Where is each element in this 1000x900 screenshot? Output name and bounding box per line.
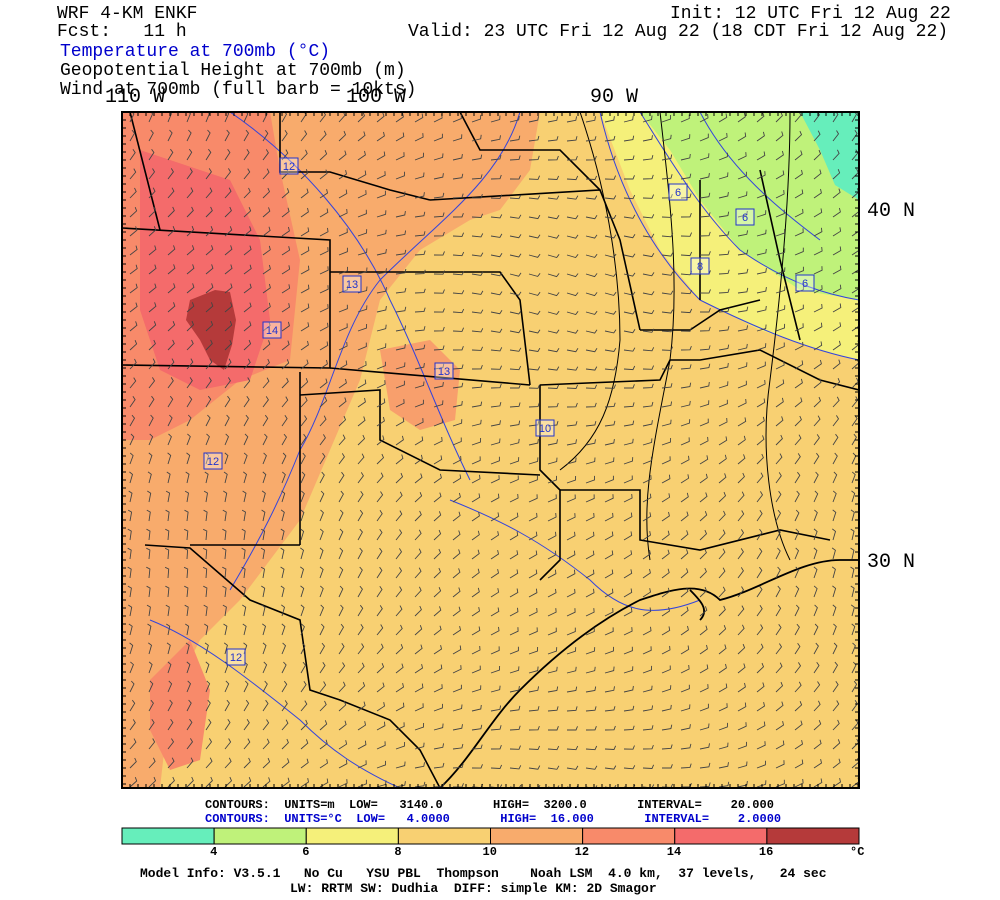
contour-label: 12 xyxy=(279,157,299,175)
colorbar-swatch xyxy=(674,827,768,845)
temperature-field xyxy=(122,112,859,788)
lon-label-90w: 90 W xyxy=(590,86,639,109)
colorbar-swatch xyxy=(397,827,491,845)
colorbar-swatches xyxy=(121,827,860,845)
contour-label-text: 12 xyxy=(283,161,295,173)
field-height-label: Geopotential Height at 700mb (m) xyxy=(60,61,406,81)
frame-ticks xyxy=(121,111,859,788)
colorbar-swatch xyxy=(305,827,399,845)
contours-info-temperature: CONTOURS: UNITS=°C LOW= 4.0000 HIGH= 16.… xyxy=(205,812,782,826)
lat-label-30n: 30 N xyxy=(867,551,916,574)
lon-label-100w: 100 W xyxy=(346,86,407,109)
contour-label: 12 xyxy=(226,648,246,666)
lat-label-40n: 40 N xyxy=(867,200,916,223)
contour-label: 12 xyxy=(203,452,223,470)
forecast-hour: Fcst: 11 h xyxy=(57,22,187,42)
colorbar-swatch xyxy=(121,827,215,845)
model-info: Model Info: V3.5.1 No Cu YSU PBL Thompso… xyxy=(140,866,827,881)
contour-label: 14 xyxy=(262,321,282,339)
colorbar-tick-label: 12 xyxy=(574,845,590,859)
state-borders xyxy=(122,112,859,788)
init-time: Init: 12 UTC Fri 12 Aug 22 xyxy=(670,4,951,24)
contour-label: 10 xyxy=(535,419,555,437)
field-wind-label: Wind at 700mb (full barb = 10kts) xyxy=(60,80,417,100)
colorbar-tick-label: 4 xyxy=(210,845,218,859)
contour-label: 13 xyxy=(342,275,362,293)
lon-label-110w: 110 W xyxy=(105,86,166,109)
colorbar-swatch xyxy=(213,827,307,845)
colorbar-tick-label: 16 xyxy=(758,845,774,859)
contour-label: 13 xyxy=(434,362,454,380)
contour-label-text: 14 xyxy=(266,325,278,337)
contour-label-text: 10 xyxy=(539,423,551,435)
wind-barbs xyxy=(127,112,859,788)
colorbar-tick-label: 6 xyxy=(302,845,310,859)
contours-info-height: CONTOURS: UNITS=m LOW= 3140.0 HIGH= 3200… xyxy=(205,798,774,812)
colorbar-tick-label: 14 xyxy=(666,845,682,859)
contour-label-text: 13 xyxy=(346,279,358,291)
contour-label: 6 xyxy=(668,183,688,201)
colorbar-swatch xyxy=(582,827,676,845)
contour-labels: 12 13 14 13 12 12 10 6 6 8 6 xyxy=(203,157,815,666)
contour-label: 6 xyxy=(735,208,755,226)
contour-label-text: 13 xyxy=(438,366,450,378)
colorbar-swatch xyxy=(490,827,584,845)
contour-label-text: 8 xyxy=(697,261,703,273)
contour-label-text: 6 xyxy=(742,212,748,224)
colorbar-tick-label: 8 xyxy=(394,845,402,859)
colorbar-unit: °C xyxy=(850,845,865,859)
contour-label-text: 12 xyxy=(230,652,242,664)
contour-label-text: 6 xyxy=(675,187,681,199)
colorbar-tick-label: 10 xyxy=(482,845,497,859)
model-title: WRF 4-KM ENKF xyxy=(57,4,198,24)
valid-time: Valid: 23 UTC Fri 12 Aug 22 (18 CDT Fri … xyxy=(408,22,949,42)
coastline xyxy=(439,559,859,788)
colorbar-swatch xyxy=(766,827,860,845)
wind-barb-field xyxy=(127,112,859,788)
contour-label: 6 xyxy=(795,274,815,292)
field-temperature-label: Temperature at 700mb (°C) xyxy=(60,42,331,62)
model-physics: LW: RRTM SW: Dudhia DIFF: simple KM: 2D … xyxy=(290,881,657,896)
contour-label-text: 6 xyxy=(802,278,808,290)
contour-label-text: 12 xyxy=(207,456,219,468)
contour-label: 8 xyxy=(690,257,710,275)
